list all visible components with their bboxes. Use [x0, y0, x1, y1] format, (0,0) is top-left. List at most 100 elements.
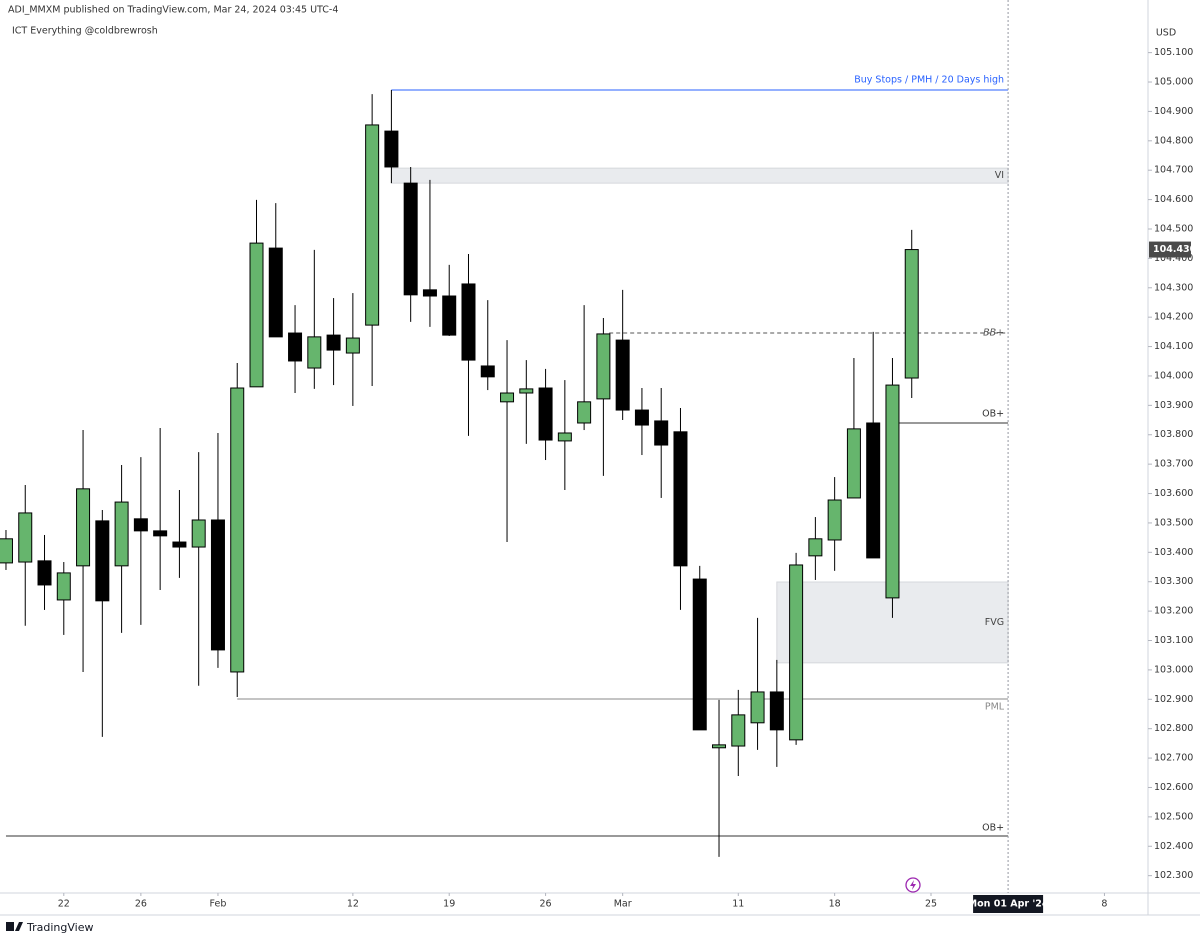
level-label: BB+ [983, 328, 1004, 339]
y-tick-label: 102.900 [1154, 694, 1193, 705]
level-label: Buy Stops / PMH / 20 Days high [854, 74, 1004, 85]
y-tick-label: 103.500 [1154, 517, 1193, 528]
candle-body [422, 289, 437, 297]
y-tick-label: 103.200 [1154, 606, 1193, 617]
candle-body [365, 124, 380, 326]
last-price-label: 104.430 [1153, 244, 1197, 255]
logo [6, 922, 23, 931]
candle-body [538, 387, 553, 441]
candle-body [904, 249, 919, 379]
zone-label: FVG [985, 617, 1004, 628]
candle-body [692, 578, 707, 731]
x-tick-label: 12 [347, 899, 359, 910]
zone [390, 167, 1009, 184]
y-tick-label: 103.300 [1154, 576, 1193, 587]
candle-body [153, 530, 168, 537]
x-tick-label: 18 [829, 899, 841, 910]
y-tick-label: 102.600 [1154, 782, 1193, 793]
header: ADI_MMXM published on TradingView.com, M… [8, 5, 338, 16]
level-label: OB+ [982, 408, 1004, 419]
candle-body [345, 337, 360, 354]
y-tick-label: 103.400 [1154, 547, 1193, 558]
candle-body [210, 519, 225, 651]
candle-body [480, 365, 495, 378]
candle-body [249, 242, 264, 388]
x-tick-label: 25 [925, 899, 937, 910]
x-tick-label: 26 [135, 899, 147, 910]
event-icon-bolt [910, 880, 916, 890]
candle-body [95, 520, 110, 602]
candle-body [750, 691, 765, 724]
candle-body [519, 388, 534, 394]
candle-body [442, 295, 457, 336]
plot [0, 89, 919, 857]
footer-brand[interactable]: TradingView [26, 921, 93, 934]
candle-body [268, 247, 283, 338]
candle-body [76, 488, 91, 567]
candle-body [114, 501, 129, 567]
candle-body [731, 714, 746, 747]
chart-title: ICT Everything @coldbrewrosh [12, 26, 158, 37]
level-label: OB+ [982, 822, 1004, 833]
y-tick-label: 104.800 [1154, 135, 1193, 146]
x-tick-label: 19 [443, 899, 455, 910]
y-tick-label: 104.100 [1154, 341, 1193, 352]
y-tick-label: 104.700 [1154, 165, 1193, 176]
y-tick-label: 104.200 [1154, 312, 1193, 323]
candle-body [133, 518, 148, 532]
cursor-label: Mon 01 Apr '24 [968, 899, 1049, 910]
candle-body [18, 512, 33, 563]
y-tick-label: 103.600 [1154, 488, 1193, 499]
candle-body [500, 392, 515, 403]
candle-body [557, 432, 572, 442]
candle-body [769, 691, 784, 731]
y-tick-label: 105.100 [1154, 47, 1193, 58]
y-tick-label: 103.100 [1154, 635, 1193, 646]
y-tick-label: 104.900 [1154, 106, 1193, 117]
candle-body [384, 130, 399, 168]
y-tick-label: 103.700 [1154, 459, 1193, 470]
currency[interactable]: USD [1156, 28, 1176, 39]
y-tick-label: 105.000 [1154, 77, 1193, 88]
candle-body [0, 538, 13, 564]
candle-body [615, 339, 630, 411]
candle-body [634, 409, 649, 426]
candle-body [596, 333, 611, 400]
candle-body [808, 538, 823, 557]
zone-label: VI [995, 170, 1004, 181]
y-tick-label: 103.000 [1154, 664, 1193, 675]
candle-body [56, 572, 71, 601]
x-tick-label: 22 [58, 899, 70, 910]
y-tick-label: 102.800 [1154, 723, 1193, 734]
x-tick-label: Feb [210, 899, 227, 910]
candle-body [288, 332, 303, 362]
candle-body [673, 431, 688, 567]
y-tick-label: 102.700 [1154, 753, 1193, 764]
y-tick-label: 102.500 [1154, 811, 1193, 822]
x-tick-label: 26 [540, 899, 552, 910]
candle-body [654, 420, 669, 446]
y-tick-label: 103.800 [1154, 429, 1193, 440]
event-icon[interactable] [905, 877, 921, 893]
candle-body [403, 182, 418, 296]
x-tick-label: Mar [614, 899, 632, 910]
candle-body [789, 564, 804, 741]
y-tick-label: 102.300 [1154, 870, 1193, 881]
candle-body [885, 384, 900, 599]
last-price-tag [1149, 241, 1191, 258]
x-tick-label: 8 [1101, 899, 1107, 910]
candle-body [827, 499, 842, 541]
x-tick-label: 11 [732, 899, 744, 910]
candle-body [461, 283, 476, 361]
candle-body [846, 428, 861, 499]
y-tick-label: 103.900 [1154, 400, 1193, 411]
level-label: PML [985, 702, 1005, 713]
candle-body [577, 401, 592, 424]
y-tick-label: 104.600 [1154, 194, 1193, 205]
candle-body [307, 336, 322, 369]
candle-body [866, 422, 881, 559]
candle-body [172, 541, 187, 548]
y-tick-label: 104.500 [1154, 223, 1193, 234]
